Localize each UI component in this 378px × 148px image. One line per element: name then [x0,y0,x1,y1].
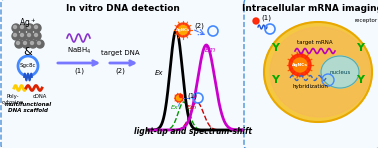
Text: multifunctional
DNA scaffold: multifunctional DNA scaffold [5,102,51,113]
Text: (1): (1) [187,93,197,99]
Circle shape [28,33,31,37]
Text: Em: Em [204,47,215,53]
Circle shape [22,40,30,48]
Text: light-up and spectrum-shift: light-up and spectrum-shift [134,127,252,136]
Circle shape [12,24,20,32]
Text: Y: Y [356,75,364,85]
Text: NaBH$_4$: NaBH$_4$ [67,46,91,56]
Text: nucleus: nucleus [329,70,351,74]
Text: In vitro DNA detection: In vitro DNA detection [66,4,180,13]
Text: AgNCs: AgNCs [176,28,190,32]
Circle shape [176,23,190,37]
Text: target mRNA: target mRNA [297,40,333,45]
Circle shape [33,32,41,40]
Circle shape [253,18,259,24]
Circle shape [37,41,40,45]
Circle shape [293,58,307,72]
Circle shape [28,25,31,29]
Circle shape [29,40,37,48]
Text: Ex: Ex [155,70,163,76]
Text: (1): (1) [74,68,84,74]
Circle shape [14,33,17,37]
Text: Sgc8c: Sgc8c [20,63,36,69]
Text: (2): (2) [194,23,204,29]
Ellipse shape [264,22,372,122]
Circle shape [12,32,20,40]
Text: Y: Y [271,75,279,85]
Text: target DNA: target DNA [101,50,139,56]
Circle shape [26,32,34,40]
FancyBboxPatch shape [1,0,249,148]
Text: Poly-
cytosine: Poly- cytosine [2,94,24,105]
Circle shape [23,41,26,45]
Circle shape [34,33,37,37]
Circle shape [17,41,20,45]
Text: &: & [23,47,33,57]
Text: Y: Y [356,43,364,53]
Text: hybridization: hybridization [292,84,328,89]
Text: (2): (2) [115,68,125,74]
Circle shape [177,95,181,100]
Circle shape [33,24,41,32]
Text: cDNA: cDNA [33,94,47,99]
Circle shape [175,94,183,102]
Circle shape [20,25,23,29]
Circle shape [19,24,27,32]
Ellipse shape [270,27,370,117]
Circle shape [289,54,311,76]
Circle shape [36,40,44,48]
Text: Em: Em [187,105,197,110]
Circle shape [34,25,37,29]
FancyBboxPatch shape [244,0,378,148]
Circle shape [14,25,17,29]
Text: Ex: Ex [171,105,179,110]
Text: AgNCs: AgNCs [292,63,308,67]
Circle shape [31,41,34,45]
Text: receptor: receptor [355,18,378,23]
Text: Intracellular mRNA imaging: Intracellular mRNA imaging [242,4,378,13]
Text: Y: Y [271,43,279,53]
Circle shape [180,95,183,98]
Circle shape [26,24,34,32]
Circle shape [178,25,187,34]
Text: Ag$^+$: Ag$^+$ [19,16,37,30]
Circle shape [20,33,23,37]
Circle shape [19,32,27,40]
Text: (1): (1) [261,15,271,21]
Circle shape [15,40,23,48]
Ellipse shape [321,56,359,88]
